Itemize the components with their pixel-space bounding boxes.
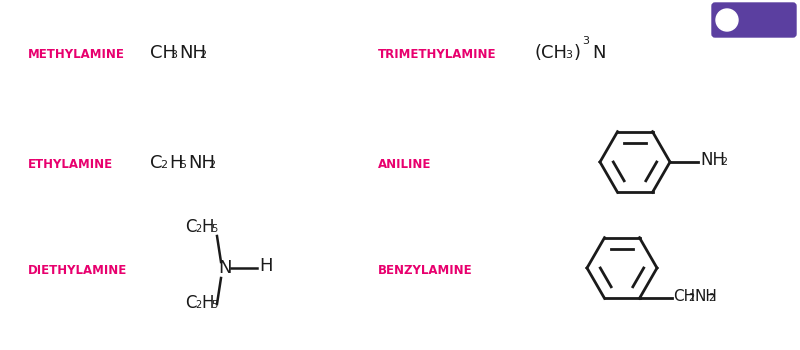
Text: 2: 2 (208, 160, 215, 170)
Text: (CH: (CH (535, 44, 568, 62)
Text: 2: 2 (689, 293, 694, 303)
Text: 3: 3 (582, 36, 589, 46)
Text: 5: 5 (211, 224, 218, 234)
Text: H: H (201, 218, 214, 236)
Text: C: C (185, 294, 197, 312)
Text: CH: CH (150, 44, 176, 62)
Text: B: B (723, 14, 730, 24)
Text: DIETHYLAMINE: DIETHYLAMINE (28, 264, 127, 276)
Text: BYJU'S: BYJU'S (745, 10, 778, 20)
Text: N: N (218, 259, 232, 277)
Circle shape (716, 9, 738, 31)
Text: ): ) (574, 44, 581, 62)
Text: BENZYLAMINE: BENZYLAMINE (378, 264, 473, 276)
Text: 3: 3 (170, 50, 177, 60)
Text: NH: NH (188, 154, 215, 172)
FancyBboxPatch shape (712, 3, 796, 37)
Text: ANILINE: ANILINE (378, 159, 431, 172)
Text: NH: NH (700, 151, 725, 169)
Text: 5: 5 (179, 160, 186, 170)
Text: NH: NH (694, 289, 718, 304)
Text: TRIMETHYLAMINE: TRIMETHYLAMINE (378, 49, 497, 62)
Text: 3: 3 (565, 50, 572, 60)
Text: 2: 2 (195, 300, 202, 310)
Text: 2: 2 (195, 224, 202, 234)
Text: N: N (592, 44, 606, 62)
Text: CH: CH (674, 289, 696, 304)
Text: ETHYLAMINE: ETHYLAMINE (28, 159, 113, 172)
Text: 5: 5 (211, 300, 218, 310)
Text: METHYLAMINE: METHYLAMINE (28, 49, 125, 62)
Text: The Learning App: The Learning App (737, 22, 785, 28)
Text: H: H (201, 294, 214, 312)
Text: 2: 2 (160, 160, 167, 170)
Text: H: H (169, 154, 182, 172)
Text: 2: 2 (709, 293, 714, 303)
Text: C: C (150, 154, 162, 172)
Text: H: H (259, 257, 273, 275)
Text: 2: 2 (199, 50, 206, 60)
Text: NH: NH (179, 44, 206, 62)
Text: C: C (185, 218, 197, 236)
Text: 2: 2 (720, 157, 727, 167)
